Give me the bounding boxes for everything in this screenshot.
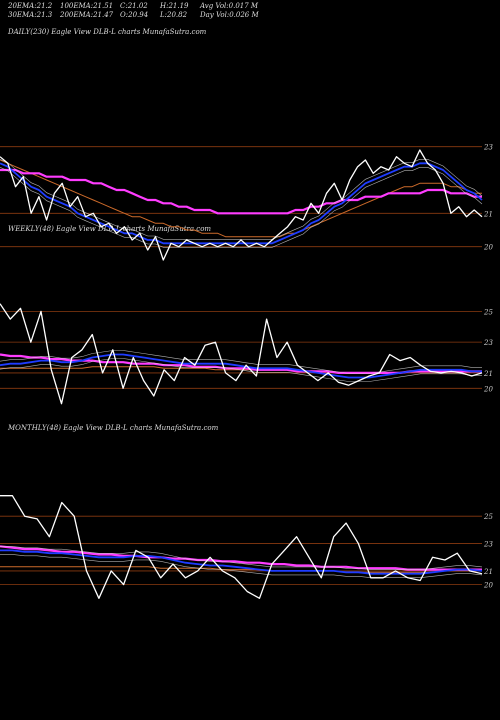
- monthly-tick-label-1: 21: [483, 568, 493, 576]
- indicator-header: 20EMA:21.2 100EMA:21.51 C:21.02 H:21.19 …: [0, 0, 500, 20]
- weekly-tick-label-1: 21: [483, 370, 493, 378]
- weekly-ema-short-line: [0, 353, 482, 379]
- high-readout: H:21.19: [160, 2, 189, 10]
- weekly-panel-label: WEEKLY(48) Eagle View DLB-L charts Munaf…: [8, 225, 212, 233]
- monthly-ema-long-line: [0, 545, 482, 571]
- monthly-tick-label-3: 25: [483, 513, 493, 521]
- ema20-readout: 20EMA:21.2: [8, 2, 53, 10]
- ema200-readout: 200EMA:21.47: [60, 11, 114, 19]
- daily-ema-long-line: [0, 168, 482, 215]
- ema100-readout: 100EMA:21.51: [60, 2, 114, 10]
- monthly-ema-mid-line: [0, 566, 482, 573]
- daily-envelope-upper-line: [0, 159, 483, 240]
- close-readout: C:21.02: [120, 2, 148, 10]
- day-vol-readout: Day Vol:0.026 M: [200, 11, 259, 19]
- weekly-envelope-upper-line: [0, 350, 482, 374]
- monthly-tick-label-0: 20: [483, 582, 493, 590]
- low-readout: L:20.82: [160, 11, 188, 19]
- monthly-price-line: [0, 495, 483, 599]
- daily-tick-label-2: 23: [483, 144, 493, 152]
- daily-price-line: [0, 149, 483, 261]
- daily-tick-label-0: 20: [483, 244, 493, 252]
- weekly-tick-label-3: 25: [483, 308, 493, 316]
- monthly-envelope-upper-line: [0, 546, 483, 571]
- daily-ema-short-line: [0, 162, 483, 245]
- weekly-envelope-lower-line: [0, 358, 482, 382]
- open-readout: O:20.94: [120, 11, 149, 19]
- daily-panel-label: DAILY(230) Eagle View DLB-L charts Munaf…: [8, 28, 207, 36]
- monthly-tick-label-2: 23: [483, 541, 493, 549]
- weekly-price-line: [0, 303, 483, 405]
- avg-vol-readout: Avg Vol:0.017 M: [200, 2, 259, 10]
- weekly-tick-label-0: 20: [483, 385, 493, 393]
- daily-envelope-lower-line: [0, 167, 483, 248]
- monthly-panel-label: MONTHLY(48) Eagle View DLB-L charts Muna…: [8, 424, 219, 432]
- daily-ema-mid-line: [0, 159, 482, 238]
- weekly-tick-label-2: 23: [483, 339, 493, 347]
- daily-tick-label-1: 21: [483, 210, 493, 218]
- ema30-readout: 30EMA:21.3: [8, 11, 53, 19]
- monthly-envelope-lower-line: [0, 554, 483, 579]
